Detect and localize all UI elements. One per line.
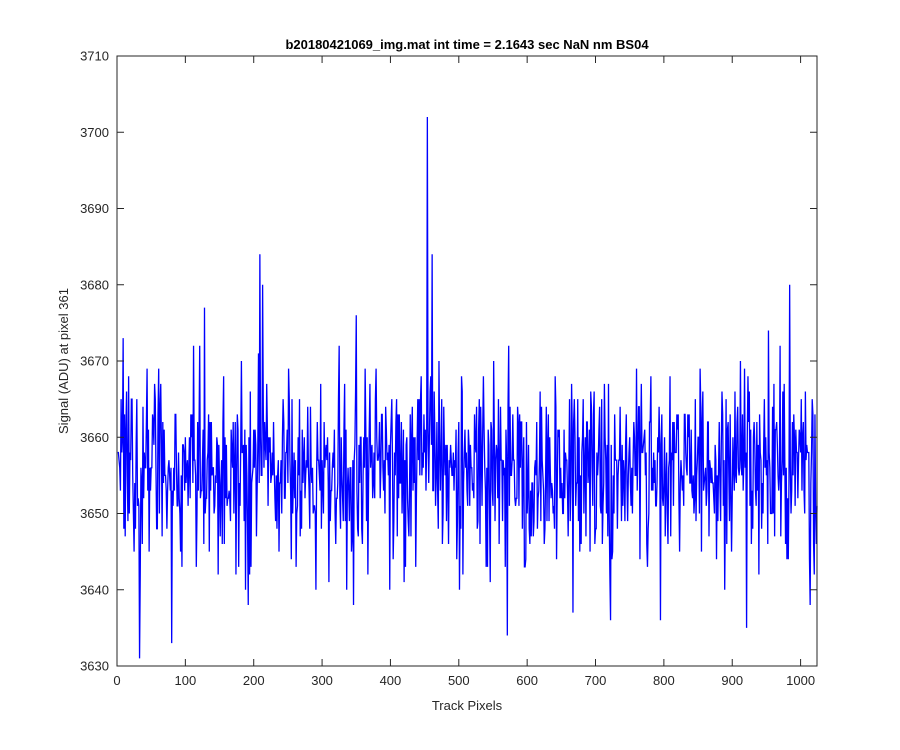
y-tick-label: 3710 <box>80 49 109 64</box>
x-tick-label: 500 <box>448 673 470 688</box>
y-axis-label: Signal (ADU) at pixel 361 <box>56 288 71 434</box>
x-axis-label: Track Pixels <box>432 698 503 713</box>
x-axis-ticks: 0 100 200 300 400 500 600 700 800 900 1000 <box>113 56 815 688</box>
y-tick-label: 3660 <box>80 430 109 445</box>
x-tick-label: 200 <box>243 673 265 688</box>
x-tick-label: 300 <box>311 673 333 688</box>
x-tick-label: 100 <box>175 673 197 688</box>
y-tick-label: 3630 <box>80 659 109 674</box>
plot-area <box>117 56 817 666</box>
x-tick-label: 600 <box>516 673 538 688</box>
series-line-signal <box>117 116 818 659</box>
x-tick-label: 700 <box>585 673 607 688</box>
x-tick-label: 1000 <box>786 673 815 688</box>
y-tick-label: 3670 <box>80 354 109 369</box>
y-tick-label: 3650 <box>80 506 109 521</box>
chart-title: b20180421069_img.mat int time = 2.1643 s… <box>285 37 649 52</box>
x-tick-label: 400 <box>380 673 402 688</box>
x-tick-label: 800 <box>653 673 675 688</box>
y-tick-label: 3640 <box>80 582 109 597</box>
x-tick-label: 0 <box>113 673 120 688</box>
y-tick-label: 3690 <box>80 201 109 216</box>
y-tick-label: 3680 <box>80 277 109 292</box>
series-layer <box>117 116 818 659</box>
x-tick-label: 900 <box>721 673 743 688</box>
y-tick-label: 3700 <box>80 125 109 140</box>
y-axis-ticks: 3630 3640 3650 3660 3670 3680 3690 3700 3710 <box>80 49 817 674</box>
